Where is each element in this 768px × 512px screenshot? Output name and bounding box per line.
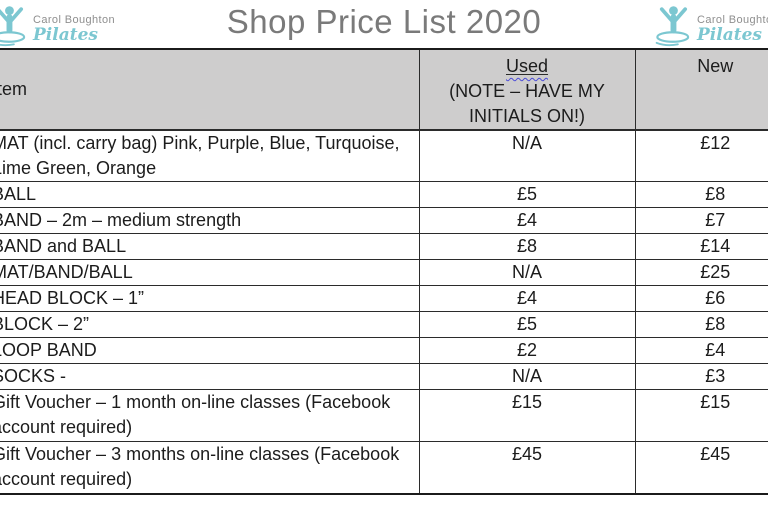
header-used-label: Used bbox=[505, 56, 549, 76]
pilates-figure-icon bbox=[655, 6, 690, 47]
header-new: New bbox=[634, 48, 768, 131]
header-new-label: New bbox=[697, 56, 734, 76]
new-price-cell: £8 bbox=[634, 181, 768, 208]
item-cell: MAT (incl. carry bag) Pink, Purple, Blue… bbox=[0, 129, 420, 182]
logo-brand-text: Pilates bbox=[697, 24, 762, 45]
logo-name-text: Carol Boughton bbox=[33, 13, 116, 26]
used-price-cell: £45 bbox=[418, 441, 636, 494]
new-price-cell: £4 bbox=[634, 337, 768, 364]
table-row-band: BAND – 2m – medium strength £4 £7 bbox=[0, 207, 768, 234]
brand-logo-right: Carol Boughton Pilates bbox=[650, 4, 768, 48]
price-table: Item Used (NOTE – HAVE MY INITIALS ON!) … bbox=[0, 48, 768, 495]
table-row-loop-band: LOOP BAND £2 £4 bbox=[0, 337, 768, 364]
logo-name-text: Carol Boughton bbox=[697, 13, 768, 26]
used-price-cell: £8 bbox=[418, 233, 636, 260]
new-price-cell: £6 bbox=[634, 285, 768, 312]
used-price-cell: N/A bbox=[418, 129, 636, 182]
new-price-cell: £25 bbox=[634, 259, 768, 286]
item-cell: MAT/BAND/BALL bbox=[0, 259, 420, 286]
used-price-cell: £5 bbox=[418, 311, 636, 338]
table-row-mat-band-ball: MAT/BAND/BALL N/A £25 bbox=[0, 259, 768, 286]
item-cell: Gift Voucher – 3 months on-line classes … bbox=[0, 441, 420, 494]
item-cell: SOCKS - bbox=[0, 363, 420, 390]
used-price-cell: £2 bbox=[418, 337, 636, 364]
item-cell: BALL bbox=[0, 181, 420, 208]
item-cell: LOOP BAND bbox=[0, 337, 420, 364]
logo-text-block: Carol Boughton Pilates bbox=[33, 9, 115, 44]
new-price-cell: £8 bbox=[634, 311, 768, 338]
table-row-gift-voucher-3-months: Gift Voucher – 3 months on-line classes … bbox=[0, 441, 768, 494]
used-price-cell: £5 bbox=[418, 181, 636, 208]
header-item: Item bbox=[0, 48, 420, 131]
item-cell: BAND – 2m – medium strength bbox=[0, 207, 420, 234]
table-header-row: Item Used (NOTE – HAVE MY INITIALS ON!) … bbox=[0, 48, 768, 131]
page-title: Shop Price List 2020 bbox=[226, 3, 542, 40]
item-cell: BLOCK – 2” bbox=[0, 311, 420, 338]
new-price-cell: £45 bbox=[634, 441, 768, 494]
used-price-cell: £15 bbox=[418, 389, 636, 442]
table-row-gift-voucher-1-month: Gift Voucher – 1 month on-line classes (… bbox=[0, 389, 768, 442]
new-price-cell: £12 bbox=[634, 129, 768, 182]
table-row-head-block: HEAD BLOCK – 1” £4 £6 bbox=[0, 285, 768, 312]
new-price-cell: £15 bbox=[634, 389, 768, 442]
header-used: Used (NOTE – HAVE MY INITIALS ON!) bbox=[418, 48, 636, 131]
item-cell: BAND and BALL bbox=[0, 233, 420, 260]
new-price-cell: £3 bbox=[634, 363, 768, 390]
item-cell: Gift Voucher – 1 month on-line classes (… bbox=[0, 389, 420, 442]
used-price-cell: N/A bbox=[418, 259, 636, 286]
brand-logo-left: Carol Boughton Pilates bbox=[0, 4, 115, 48]
pilates-figure-icon bbox=[0, 6, 26, 47]
used-price-cell: £4 bbox=[418, 285, 636, 312]
used-price-cell: £4 bbox=[418, 207, 636, 234]
header-item-label: Item bbox=[0, 79, 28, 99]
table-row-block: BLOCK – 2” £5 £8 bbox=[0, 311, 768, 338]
table-row-socks: SOCKS - N/A £3 bbox=[0, 363, 768, 390]
logo-text-block: Carol Boughton Pilates bbox=[697, 9, 768, 44]
item-cell: HEAD BLOCK – 1” bbox=[0, 285, 420, 312]
used-price-cell: N/A bbox=[418, 363, 636, 390]
new-price-cell: £14 bbox=[634, 233, 768, 260]
used-label-underline: Used bbox=[506, 56, 548, 76]
table-row-ball: BALL £5 £8 bbox=[0, 181, 768, 208]
table-row-mat: MAT (incl. carry bag) Pink, Purple, Blue… bbox=[0, 129, 768, 182]
header-used-note: (NOTE – HAVE MY INITIALS ON!) bbox=[449, 81, 605, 126]
logo-brand-text: Pilates bbox=[33, 24, 98, 45]
table-row-band-and-ball: BAND and BALL £8 £14 bbox=[0, 233, 768, 260]
new-price-cell: £7 bbox=[634, 207, 768, 234]
